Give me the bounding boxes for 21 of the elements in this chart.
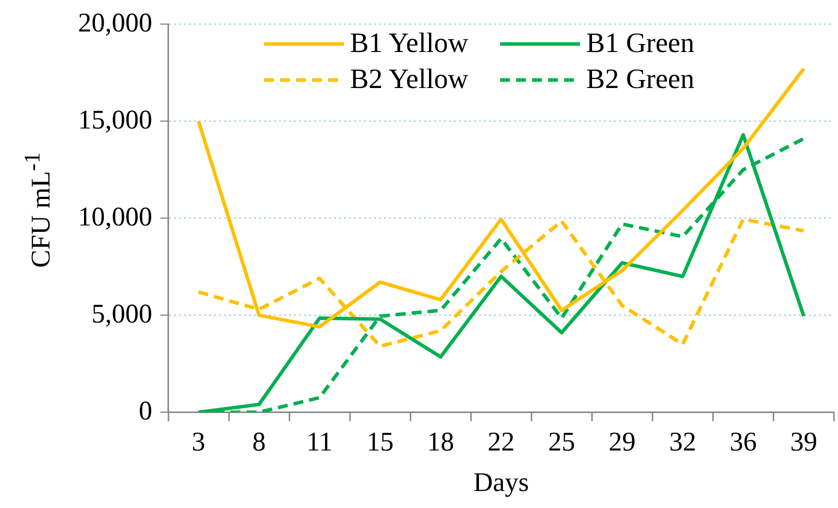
x-tick-label: 22 bbox=[488, 426, 515, 456]
x-tick-label: 25 bbox=[548, 426, 576, 456]
x-tick-label: 11 bbox=[306, 426, 333, 456]
y-tick-label: 15,000 bbox=[78, 104, 152, 134]
x-tick-label: 32 bbox=[669, 426, 696, 456]
x-tick-label: 29 bbox=[608, 426, 636, 456]
x-tick-label: 8 bbox=[252, 426, 266, 456]
y-tick-label: 10,000 bbox=[78, 201, 152, 232]
y-tick-label: 20,000 bbox=[78, 7, 152, 38]
x-tick-label: 15 bbox=[366, 426, 394, 456]
legend-label: B2 Green bbox=[586, 64, 694, 96]
y-tick-label: 5,000 bbox=[92, 298, 152, 328]
x-axis-title: Days bbox=[473, 466, 529, 497]
legend-label: B2 Yellow bbox=[350, 64, 468, 96]
legend-label: B1 Green bbox=[586, 28, 694, 60]
x-tick-label: 3 bbox=[192, 426, 206, 456]
x-tick-label: 18 bbox=[427, 426, 454, 456]
x-tick-label: 36 bbox=[730, 426, 757, 456]
y-tick-label: 0 bbox=[138, 395, 152, 426]
legend-label: B1 Yellow bbox=[350, 28, 468, 60]
x-tick-label: 39 bbox=[790, 426, 818, 456]
